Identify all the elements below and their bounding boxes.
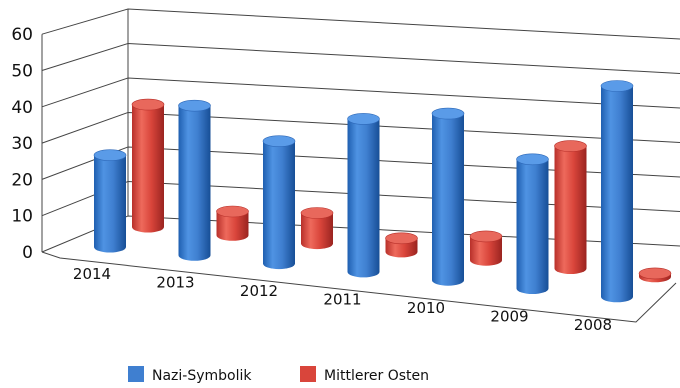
bar-red-2008: [638, 267, 672, 283]
bar-blue-body: [347, 118, 380, 278]
bar-blue-top: [516, 153, 549, 166]
bar-red-2010: [469, 230, 503, 266]
bar-blue-top: [178, 99, 211, 112]
legend-label: Mittlerer Osten: [324, 368, 429, 384]
bar-red-2009: [554, 140, 587, 274]
x-tick-label: 2010: [407, 299, 445, 317]
bar-red-top: [131, 98, 165, 111]
bar-blue-top: [93, 149, 127, 161]
bar-blue-body: [432, 113, 464, 286]
y-tick-label: 30: [11, 134, 33, 154]
bar-red-top: [469, 230, 503, 243]
bar-blue-2010: [431, 107, 465, 286]
bar-blue-body: [94, 155, 126, 253]
y-tick-label: 40: [11, 98, 33, 118]
bar-blue-2012: [262, 135, 296, 270]
bar-blue-2009: [516, 153, 549, 294]
gridline: [41, 42, 680, 74]
bar-blue-2011: [347, 113, 380, 278]
bar-blue-2013: [178, 99, 211, 261]
bar-red-body: [216, 211, 249, 241]
legend: Nazi-Symbolik Mittlerer Osten: [128, 366, 429, 384]
bar-blue-body: [516, 159, 549, 294]
y-tick-label: 20: [11, 170, 33, 190]
bar-red-body: [301, 213, 333, 250]
gridline: [41, 8, 680, 40]
legend-item: Mittlerer Osten: [300, 366, 429, 384]
x-tick-label: 2009: [490, 308, 528, 326]
legend-item: Nazi-Symbolik: [128, 366, 252, 384]
y-tick-label: 0: [22, 243, 33, 263]
bar-red-top: [554, 140, 587, 152]
y-tick-label: 60: [11, 25, 33, 45]
bar-blue-top: [431, 107, 465, 120]
bar-blue-top: [600, 80, 634, 92]
bar-red-body: [470, 236, 502, 266]
bar-red-top: [638, 267, 672, 280]
x-tick-label: 2008: [574, 316, 612, 334]
x-tick-label: 2012: [240, 282, 278, 300]
bar-blue-body: [263, 141, 295, 270]
bar-red-2014: [131, 98, 165, 233]
x-tick-label: 2011: [323, 291, 361, 309]
y-tick-label: 10: [11, 207, 33, 227]
bar-red-body: [132, 104, 164, 233]
floor-edge: [41, 251, 677, 323]
legend-swatch: [128, 366, 144, 382]
bar-red-top: [385, 232, 418, 245]
bar-blue-body: [178, 105, 211, 261]
y-tick-label: 50: [11, 62, 33, 82]
bar-blue-top: [347, 113, 380, 125]
bar-red-top: [216, 205, 249, 218]
labels-layer: 0 10 20 30 40 50 60 2014 2013 2012 2011 2010 2009 200…: [11, 25, 612, 334]
bar-blue-top: [262, 135, 296, 147]
legend-label: Nazi-Symbolik: [152, 368, 252, 384]
legend-swatch: [300, 366, 316, 382]
bar-red-top: [300, 207, 334, 219]
bar-blue-2014: [93, 149, 127, 253]
bar-red-body: [554, 146, 587, 274]
x-tick-label: 2014: [73, 265, 111, 283]
x-tick-label: 2013: [156, 274, 194, 292]
bar-red-2012: [300, 207, 334, 250]
bars-layer: [93, 80, 672, 303]
bar-blue-2008: [600, 80, 634, 303]
bar-red-2013: [216, 205, 249, 241]
bar-red-2011: [385, 232, 418, 258]
axes-layer: [41, 8, 680, 323]
bar-blue-body: [601, 86, 633, 303]
